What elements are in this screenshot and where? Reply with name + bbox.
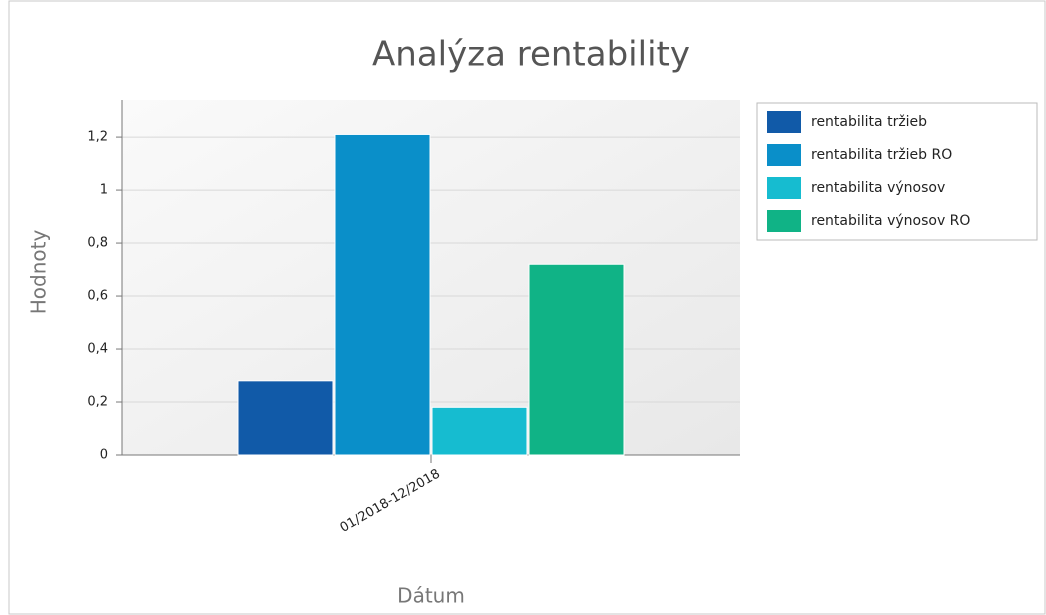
y-tick-label: 0,2 bbox=[87, 395, 108, 410]
chart-title: Analýza rentability bbox=[372, 35, 690, 75]
bar bbox=[237, 380, 334, 456]
y-tick-label: 1 bbox=[100, 183, 108, 198]
legend-label: rentabilita výnosov bbox=[811, 180, 945, 196]
bar bbox=[528, 263, 625, 456]
y-tick-label: 0,8 bbox=[87, 236, 108, 251]
legend-label: rentabilita tržieb bbox=[811, 114, 927, 130]
bar bbox=[334, 133, 431, 456]
legend-swatch bbox=[767, 111, 801, 133]
plot-area bbox=[122, 100, 740, 455]
legend-swatch bbox=[767, 144, 801, 166]
y-tick-label: 0 bbox=[100, 448, 108, 463]
y-tick-label: 1,2 bbox=[87, 130, 108, 145]
legend-label: rentabilita výnosov RO bbox=[811, 213, 970, 229]
y-tick-label: 0,4 bbox=[87, 342, 108, 357]
legend bbox=[756, 102, 1038, 241]
y-axis-label: Hodnoty bbox=[27, 230, 51, 315]
x-axis-label: Dátum bbox=[397, 584, 465, 608]
legend-label: rentabilita tržieb RO bbox=[811, 147, 952, 163]
legend-swatch bbox=[767, 177, 801, 199]
y-tick-label: 0,6 bbox=[87, 289, 108, 304]
bar bbox=[431, 406, 528, 456]
legend-swatch bbox=[767, 210, 801, 232]
